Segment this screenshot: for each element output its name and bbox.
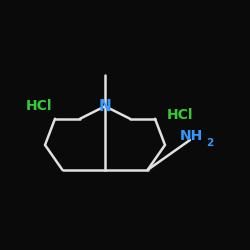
Text: HCl: HCl	[26, 99, 52, 113]
Text: N: N	[98, 99, 112, 114]
Text: 2: 2	[206, 138, 214, 147]
Text: HCl: HCl	[167, 108, 193, 122]
Text: NH: NH	[180, 129, 203, 143]
